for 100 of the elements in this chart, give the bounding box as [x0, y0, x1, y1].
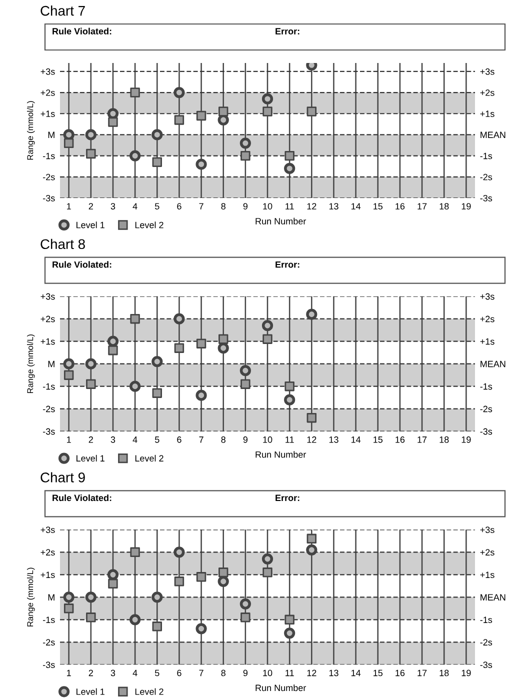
- point: [63, 358, 74, 370]
- x-tick-label: 3: [110, 670, 116, 676]
- y-tick-label: +2s: [40, 549, 55, 556]
- x-tick-label: 9: [243, 670, 248, 676]
- y2-tick-label: -3s: [480, 194, 492, 202]
- y-axis-title: Range (mmol/L): [27, 568, 35, 626]
- x-tick-label: 6: [177, 436, 182, 443]
- y-tick-label: +1s: [40, 338, 55, 345]
- y2-tick-label: +1s: [480, 338, 494, 345]
- point: [284, 162, 296, 174]
- point: [240, 150, 250, 161]
- text: Rule Violated:: [52, 261, 112, 268]
- text: Error:: [276, 261, 300, 268]
- point: [284, 381, 294, 392]
- y2-tick-label: +1s: [480, 110, 494, 117]
- point: [306, 534, 317, 544]
- x-tick-label: 9: [243, 436, 248, 443]
- point: [86, 148, 96, 159]
- point: [262, 553, 274, 564]
- point: [107, 569, 119, 580]
- y2-tick-label: +3s: [480, 68, 494, 75]
- point: [306, 308, 318, 320]
- point: [284, 150, 294, 161]
- point: [152, 356, 163, 368]
- x-tick-label: 1: [67, 670, 71, 676]
- point: [262, 334, 272, 344]
- x-tick-label: 11: [286, 203, 294, 210]
- x-tick-label: 14: [351, 203, 361, 210]
- x-tick-label: 19: [462, 670, 471, 676]
- y-tick-label: -3s: [43, 194, 55, 202]
- x-tick-label: 18: [440, 203, 449, 210]
- point: [174, 115, 184, 125]
- legend-label: Level 1: [76, 222, 104, 228]
- point: [196, 338, 206, 348]
- y-tick-label: -3s: [43, 662, 55, 668]
- point: [130, 88, 140, 98]
- chart-title: Chart 8: [40, 238, 85, 250]
- y-tick-label: -1s: [43, 616, 55, 624]
- point: [129, 614, 141, 626]
- y-tick-label: M: [48, 132, 54, 138]
- y-tick-label: +3s: [40, 526, 55, 534]
- x-axis-title: Run Number: [256, 684, 306, 692]
- point: [196, 390, 207, 401]
- y-tick-label: -2s: [43, 406, 55, 412]
- point: [130, 314, 140, 324]
- x-tick-label: 4: [132, 203, 138, 210]
- point: [152, 129, 163, 140]
- y2-tick-label: -2s: [480, 174, 492, 180]
- y-tick-label: -1s: [43, 152, 55, 160]
- chart-title: Chart 9: [40, 472, 85, 482]
- x-axis-title: Run Number: [256, 218, 306, 224]
- y-tick-label: +1s: [40, 572, 55, 578]
- y2-tick-label: MEAN: [480, 132, 506, 138]
- x-tick-label: 8: [221, 670, 226, 676]
- y2-tick-label: +2s: [480, 90, 494, 96]
- x-tick-label: 19: [462, 436, 471, 443]
- y2-tick-label: MEAN: [480, 360, 506, 368]
- x-tick-label: 18: [440, 436, 449, 443]
- x-tick-label: 10: [263, 670, 272, 676]
- y2-tick-label: -1s: [480, 383, 492, 390]
- text: Rule Violated:: [52, 494, 112, 502]
- point: [306, 544, 318, 556]
- point: [218, 334, 228, 344]
- x-tick-label: 4: [132, 670, 138, 676]
- x-tick-label: 5: [154, 203, 160, 210]
- x-tick-label: 11: [286, 436, 294, 443]
- x-tick-label: 13: [329, 203, 338, 210]
- x-tick-label: 17: [418, 203, 427, 210]
- text: Rule Violated:: [52, 28, 112, 34]
- point: [64, 604, 74, 614]
- point: [86, 612, 96, 622]
- point: [85, 592, 96, 603]
- legend-label: Level 2: [135, 222, 164, 228]
- x-tick-label: 14: [351, 436, 361, 443]
- x-tick-label: 7: [199, 203, 204, 210]
- x-tick-label: 18: [440, 670, 449, 676]
- point: [130, 547, 140, 558]
- point: [152, 388, 162, 398]
- y-tick-label: -2s: [43, 174, 55, 180]
- x-tick-label: 16: [396, 670, 405, 676]
- point: [107, 336, 119, 347]
- point: [262, 106, 272, 116]
- point: [284, 614, 294, 625]
- x-tick-label: 5: [154, 436, 160, 443]
- point: [129, 380, 141, 392]
- y-tick-label: +2s: [40, 90, 55, 96]
- point: [262, 320, 274, 332]
- point: [240, 598, 251, 610]
- text: Error:: [276, 494, 300, 502]
- y2-tick-label: -3s: [480, 662, 492, 668]
- x-tick-label: 12: [307, 203, 316, 210]
- point: [240, 612, 250, 622]
- point: [196, 572, 206, 582]
- x-tick-label: 10: [263, 203, 272, 210]
- point: [218, 576, 229, 587]
- point: [262, 93, 274, 104]
- point: [240, 379, 250, 389]
- x-tick-label: 15: [374, 203, 383, 210]
- point: [240, 138, 251, 149]
- x-tick-label: 14: [351, 670, 361, 676]
